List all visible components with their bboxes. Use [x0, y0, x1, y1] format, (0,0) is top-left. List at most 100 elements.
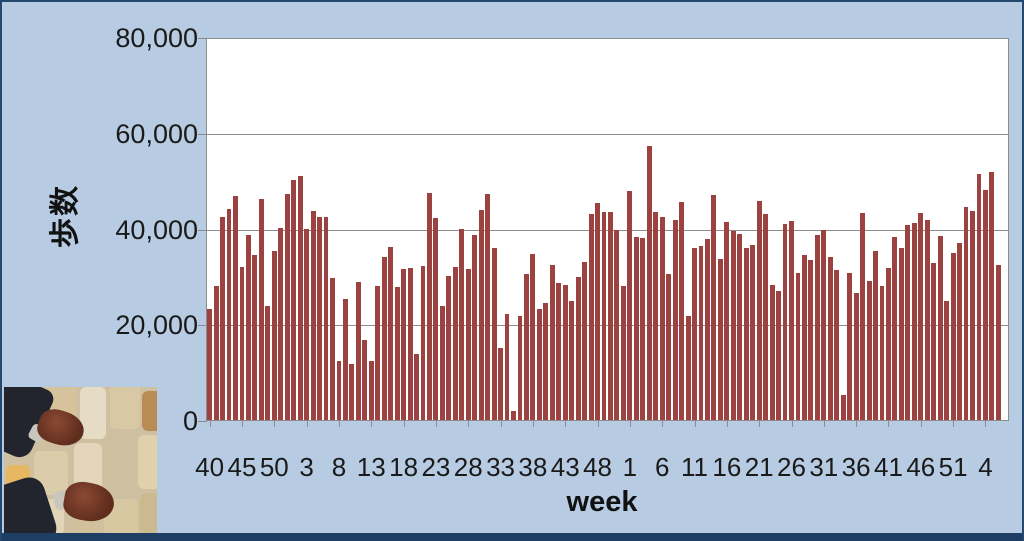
bar — [323, 217, 329, 420]
bar — [355, 282, 361, 420]
bar — [666, 274, 672, 420]
bar — [737, 234, 743, 420]
bar — [291, 180, 297, 420]
bar — [924, 220, 930, 420]
bar — [672, 220, 678, 420]
bar — [763, 214, 769, 420]
x-tick-label: 48 — [583, 452, 612, 482]
gridline — [207, 133, 1008, 135]
bar — [362, 340, 368, 420]
x-tick-label: 40 — [195, 452, 225, 482]
bar — [608, 212, 613, 420]
bar — [394, 287, 400, 420]
bar — [750, 245, 756, 420]
bar — [633, 237, 639, 420]
bar — [976, 174, 982, 420]
x-tick-mark — [920, 421, 922, 427]
bar — [879, 286, 885, 420]
x-tick-mark — [597, 421, 599, 427]
bar — [646, 146, 652, 420]
x-tick-mark — [241, 421, 243, 427]
y-tick-label: 20,000 — [115, 310, 198, 341]
x-tick-label: 1 — [622, 452, 638, 482]
x-tick-mark — [759, 421, 761, 427]
bar — [730, 231, 736, 420]
bar — [698, 246, 704, 420]
bar — [536, 309, 542, 420]
x-tick-label: 21 — [744, 452, 774, 482]
bar — [588, 214, 594, 420]
x-tick-mark — [532, 421, 534, 427]
bar — [840, 395, 846, 420]
bar — [970, 211, 975, 420]
bar — [705, 239, 710, 420]
bar — [808, 260, 814, 420]
bar — [258, 199, 264, 420]
bar — [304, 229, 310, 420]
bar — [297, 176, 303, 420]
y-tick-label: 0 — [182, 406, 198, 436]
y-axis-title: 歩数 — [49, 184, 82, 248]
bar — [685, 316, 691, 420]
bar — [446, 276, 452, 420]
x-tick-label: 3 — [299, 452, 314, 482]
bar — [543, 303, 549, 420]
bar — [562, 285, 568, 420]
x-tick-mark — [338, 421, 340, 427]
x-tick-mark — [306, 421, 308, 427]
bar — [659, 217, 665, 420]
x-tick-mark — [565, 421, 567, 427]
bar — [983, 190, 988, 420]
bar — [245, 235, 251, 420]
bar — [226, 209, 232, 420]
x-tick-mark — [953, 421, 955, 427]
x-tick-mark — [985, 421, 987, 427]
x-tick-label: 50 — [259, 452, 289, 482]
bar — [769, 285, 775, 420]
bar — [485, 194, 491, 420]
x-tick-mark — [274, 421, 276, 427]
bar — [213, 286, 219, 420]
pavement-stone — [140, 493, 157, 533]
bar — [368, 361, 374, 420]
bar — [388, 247, 394, 420]
x-tick-label: 13 — [356, 452, 386, 482]
bar — [278, 228, 284, 420]
bar — [265, 306, 271, 420]
x-tick-mark — [500, 421, 502, 427]
y-tick-label: 80,000 — [115, 23, 198, 53]
gridline — [207, 229, 1008, 231]
bar — [472, 235, 478, 420]
bar — [717, 259, 723, 420]
bar — [582, 262, 588, 420]
y-tick-mark — [198, 325, 207, 327]
bar — [756, 201, 762, 420]
bar — [782, 224, 788, 420]
bar — [381, 257, 387, 420]
x-tick-label: 8 — [331, 452, 347, 482]
feet-on-pavement-photo — [4, 387, 157, 533]
x-tick-label: 51 — [938, 452, 968, 482]
bar — [414, 354, 419, 420]
x-tick-label: 31 — [809, 452, 839, 482]
bar — [310, 211, 316, 420]
bar — [821, 230, 827, 420]
bar — [957, 243, 963, 420]
x-axis-title: week — [566, 486, 638, 518]
bar — [614, 230, 620, 420]
bar — [679, 202, 685, 420]
bar — [801, 255, 807, 420]
y-tick-mark — [198, 229, 207, 231]
bar — [931, 263, 937, 420]
bar — [620, 286, 626, 420]
bar — [349, 364, 355, 420]
x-tick-mark — [791, 421, 793, 427]
bar — [944, 301, 950, 420]
bar — [575, 277, 581, 420]
y-tick-mark — [198, 421, 207, 422]
bar — [233, 196, 238, 420]
bar — [252, 255, 258, 420]
bar — [427, 193, 432, 420]
x-tick-mark — [823, 421, 825, 427]
bar — [452, 267, 458, 420]
